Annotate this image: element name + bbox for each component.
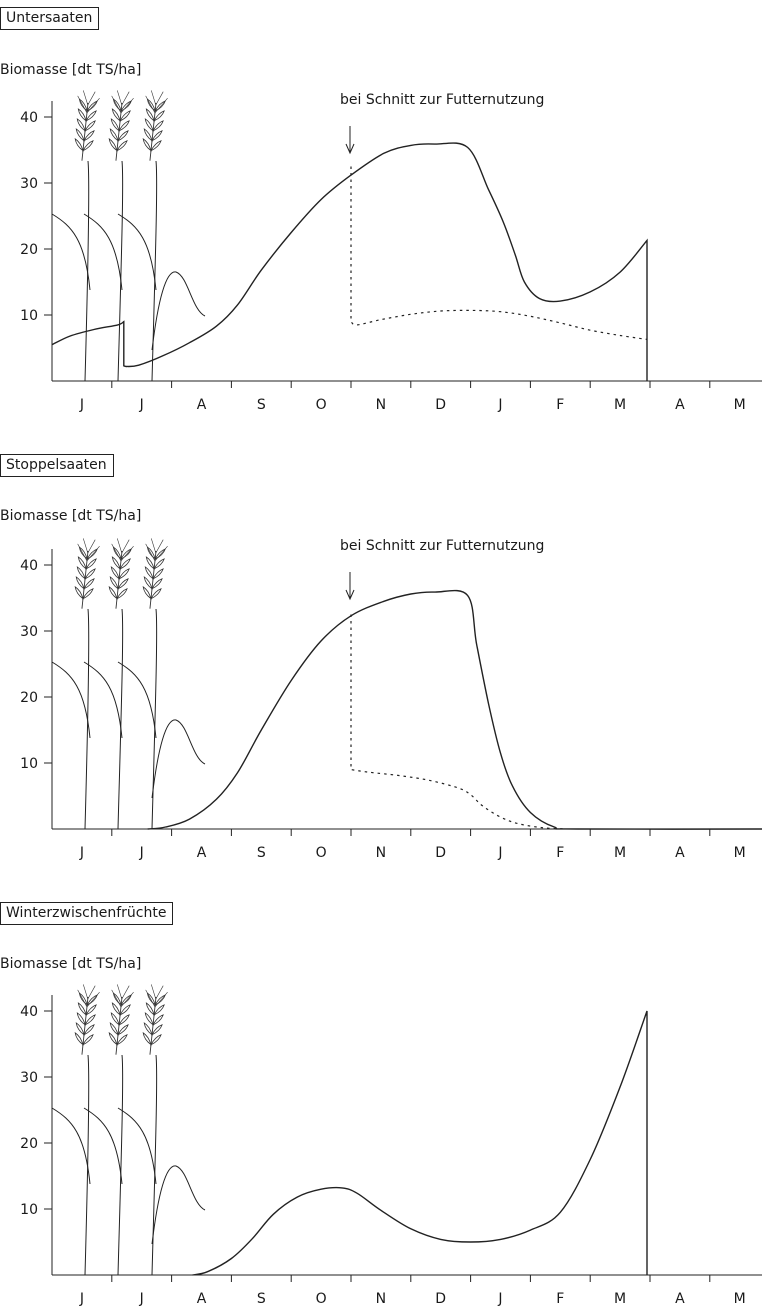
wheat-stalk — [117, 160, 124, 382]
x-tick-label: O — [316, 397, 327, 413]
wheat-ear-icon — [104, 983, 135, 1057]
y-tick-label: 20 — [20, 1136, 38, 1152]
x-tick-label: A — [197, 397, 207, 413]
wheat-leaf — [117, 1107, 157, 1185]
x-tick-label: S — [257, 1291, 266, 1307]
y-tick-label: 40 — [20, 110, 38, 126]
series-cut-line — [350, 166, 648, 340]
x-tick-label: J — [497, 845, 502, 861]
wheat-stalk — [84, 160, 90, 382]
y-tick-label: 40 — [20, 1004, 38, 1020]
panel-title-untersaaten: Untersaaten — [0, 7, 100, 30]
wheat-leaf — [117, 661, 157, 739]
x-tick-label: O — [316, 845, 327, 861]
x-tick-label: J — [79, 845, 84, 861]
x-tick-label: A — [675, 1291, 685, 1307]
cut-annotation-1: bei Schnitt zur Futternutzung — [340, 92, 545, 108]
wheat-ear-icon — [70, 89, 101, 163]
wheat-ear-icon — [70, 537, 101, 611]
wheat-ear-icon — [138, 537, 169, 611]
wheat-leaf — [51, 661, 91, 739]
wheat-ear-icon — [138, 983, 169, 1057]
x-tick-label: J — [139, 845, 144, 861]
y-tick-label: 20 — [20, 690, 38, 706]
x-tick-label: A — [197, 1291, 207, 1307]
x-tick-label: F — [556, 845, 564, 861]
x-tick-label: M — [734, 397, 746, 413]
wheat-leaf-curl — [151, 719, 206, 799]
x-tick-label: A — [675, 397, 685, 413]
wheat-ear-icon — [138, 89, 169, 163]
y-tick-label: 10 — [20, 756, 38, 772]
wheat-leaf-curl — [151, 271, 206, 351]
wheat-ear-icon — [70, 983, 101, 1057]
y-axis-label-1: Biomasse [dt TS/ha] — [0, 62, 142, 78]
wheat-stalk — [84, 1054, 90, 1276]
series-cut-line — [350, 614, 567, 830]
wheat-leaf — [83, 213, 123, 291]
x-tick-label: M — [614, 397, 626, 413]
y-axis-label-2: Biomasse [dt TS/ha] — [0, 508, 142, 524]
wheat-ear-icon — [104, 537, 135, 611]
y-axis-label-3: Biomasse [dt TS/ha] — [0, 956, 142, 972]
wheat-leaf — [83, 1107, 123, 1185]
x-tick-label: J — [497, 397, 502, 413]
series-biomass-line — [51, 142, 648, 381]
x-tick-label: F — [556, 1291, 564, 1307]
wheat-ear-icon — [104, 89, 135, 163]
x-tick-label: S — [257, 397, 266, 413]
panel-title-stoppelsaaten: Stoppelsaaten — [0, 454, 114, 477]
wheat-leaf-curl — [151, 1165, 206, 1245]
y-tick-label: 10 — [20, 308, 38, 324]
cut-arrow-head — [345, 589, 355, 601]
x-tick-label: J — [79, 397, 84, 413]
x-tick-label: N — [376, 397, 386, 413]
x-tick-label: D — [435, 845, 446, 861]
x-tick-label: J — [139, 397, 144, 413]
wheat-leaf — [83, 661, 123, 739]
x-tick-label: N — [376, 1291, 386, 1307]
y-tick-label: 20 — [20, 242, 38, 258]
x-tick-label: J — [139, 1291, 144, 1307]
y-tick-label: 10 — [20, 1202, 38, 1218]
x-tick-label: A — [197, 845, 207, 861]
wheat-leaf — [51, 1107, 91, 1185]
x-tick-label: M — [614, 845, 626, 861]
y-tick-label: 30 — [20, 624, 38, 640]
y-tick-label: 40 — [20, 558, 38, 574]
x-tick-label: O — [316, 1291, 327, 1307]
cut-annotation-2: bei Schnitt zur Futternutzung — [340, 538, 545, 554]
x-tick-label: J — [79, 1291, 84, 1307]
wheat-leaf — [117, 213, 157, 291]
series-biomass-line — [192, 1010, 648, 1276]
wheat-stalk — [117, 1054, 124, 1276]
y-tick-label: 30 — [20, 1070, 38, 1086]
x-tick-label: J — [497, 1291, 502, 1307]
wheat-leaf — [51, 213, 91, 291]
x-tick-label: M — [614, 1291, 626, 1307]
cut-arrow-head — [345, 143, 355, 155]
x-tick-label: M — [734, 1291, 746, 1307]
x-tick-label: F — [556, 397, 564, 413]
x-tick-label: A — [675, 845, 685, 861]
x-tick-label: D — [435, 1291, 446, 1307]
x-tick-label: M — [734, 845, 746, 861]
x-tick-label: D — [435, 397, 446, 413]
wheat-stalk — [117, 608, 124, 830]
y-tick-label: 30 — [20, 176, 38, 192]
panel-title-winterzwischenfruechte: Winterzwischenfrüchte — [0, 902, 174, 925]
wheat-stalk — [84, 608, 90, 830]
x-tick-label: S — [257, 845, 266, 861]
series-biomass-line — [147, 589, 762, 830]
x-tick-label: N — [376, 845, 386, 861]
